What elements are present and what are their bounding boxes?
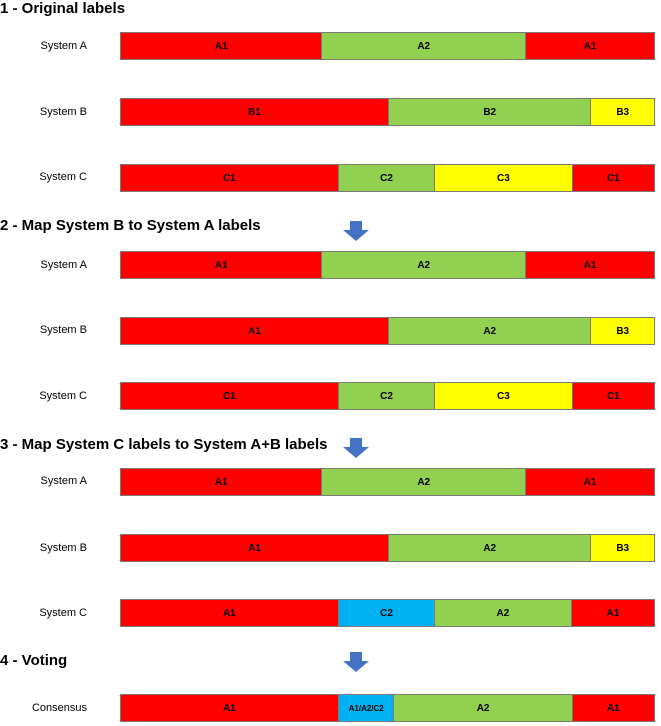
label-segment: A1 (120, 694, 339, 722)
section-title-1: 1 - Original labels (0, 0, 126, 17)
down-arrow-icon (343, 221, 369, 241)
label-segment: A1 (120, 468, 323, 496)
label-bar: A1 A2 B3 (120, 534, 655, 562)
label-bar: A1 C2 A2 A1 (120, 599, 655, 627)
row-label-system-a: System A (40, 40, 87, 52)
label-segment: A2 (321, 32, 526, 60)
label-segment: A2 (393, 694, 573, 722)
row-label-system-a: System A (40, 259, 87, 271)
label-bar: A1 A2 A1 (120, 468, 655, 496)
label-segment: C3 (434, 382, 573, 410)
label-segment: C1 (571, 382, 655, 410)
label-bar: A1 A2 A1 (120, 32, 655, 60)
consensus-bar: A1 A1/A2/C2 A2 A1 (120, 694, 655, 722)
label-segment: B1 (120, 98, 389, 126)
label-segment: A2 (321, 468, 526, 496)
label-segment: A1/A2/C2 (337, 694, 395, 722)
label-segment: A1 (120, 599, 339, 627)
row-label-system-a: System A (40, 475, 87, 487)
label-bar: C1 C2 C3 C1 (120, 382, 655, 410)
label-segment: C2 (337, 382, 436, 410)
label-segment: C3 (434, 164, 573, 192)
label-segment: B2 (387, 98, 592, 126)
label-segment: A2 (387, 317, 592, 345)
row-label-system-c: System C (39, 607, 87, 619)
label-segment: C2 (337, 599, 436, 627)
row-label-system-b: System B (39, 542, 87, 554)
label-segment: A2 (434, 599, 572, 627)
label-bar: A1 A2 A1 (120, 251, 655, 279)
section-title-2: 2 - Map System B to System A labels (0, 217, 261, 234)
row-label-system-c: System C (39, 390, 87, 402)
down-arrow-icon (343, 652, 369, 672)
label-segment: B3 (590, 98, 655, 126)
label-segment: A1 (570, 599, 655, 627)
label-segment: C2 (337, 164, 436, 192)
label-bar: B1 B2 B3 (120, 98, 655, 126)
label-segment: B3 (590, 534, 655, 562)
label-bar: A1 A2 B3 (120, 317, 655, 345)
label-segment: A1 (120, 32, 323, 60)
label-segment: A1 (120, 317, 389, 345)
row-label-system-b: System B (39, 324, 87, 336)
row-label-system-c: System C (39, 171, 87, 183)
section-title-4: 4 - Voting (0, 652, 68, 669)
row-label-consensus: Consensus (31, 702, 87, 714)
label-segment: A2 (387, 534, 592, 562)
section-title-3: 3 - Map System C labels to System A+B la… (0, 436, 328, 453)
label-segment: A1 (120, 251, 323, 279)
label-segment: A1 (524, 32, 655, 60)
label-segment: A1 (524, 251, 655, 279)
label-bar: C1 C2 C3 C1 (120, 164, 655, 192)
row-label-system-b: System B (39, 106, 87, 118)
label-segment: A1 (120, 534, 389, 562)
label-segment: C1 (571, 164, 655, 192)
label-segment: A1 (571, 694, 655, 722)
label-segment: C1 (120, 382, 339, 410)
down-arrow-icon (343, 438, 369, 458)
label-segment: C1 (120, 164, 339, 192)
label-segment: A2 (321, 251, 526, 279)
label-segment: A1 (524, 468, 655, 496)
label-segment: B3 (590, 317, 655, 345)
